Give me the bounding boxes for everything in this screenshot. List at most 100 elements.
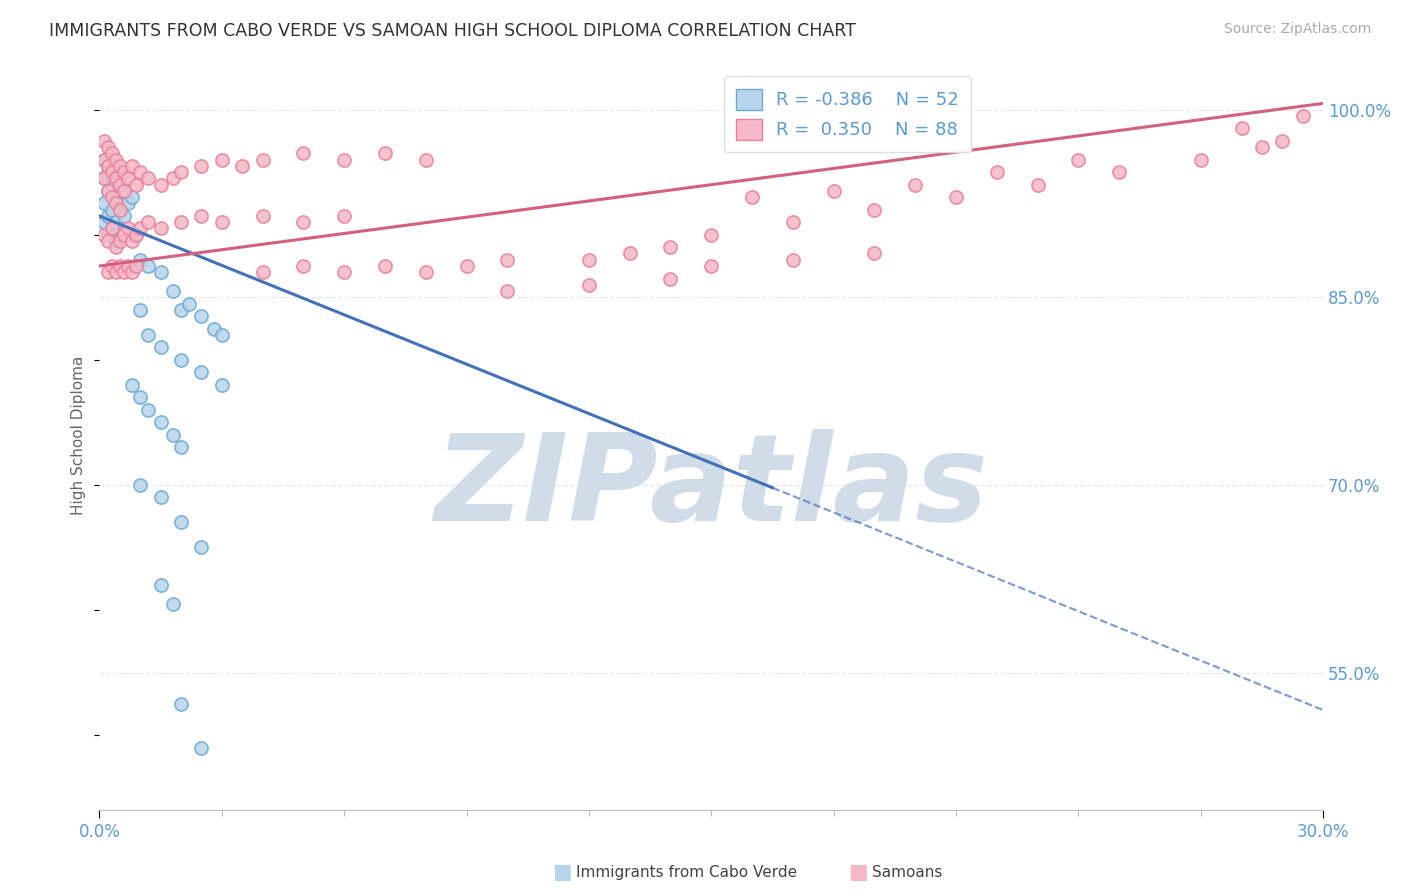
Point [104, 153, 127, 167]
Point [292, 259, 315, 273]
Point [104, 171, 127, 186]
Point [162, 171, 184, 186]
Point [496, 252, 519, 267]
Text: ■: ■ [848, 863, 868, 882]
Point [125, 259, 148, 273]
Point [211, 377, 233, 392]
Point [741, 190, 763, 204]
Point [211, 215, 233, 229]
Text: IMMIGRANTS FROM CABO VERDE VS SAMOAN HIGH SCHOOL DIPLOMA CORRELATION CHART: IMMIGRANTS FROM CABO VERDE VS SAMOAN HIG… [49, 22, 856, 40]
Point [97, 265, 120, 279]
Point [986, 165, 1008, 179]
Y-axis label: High School Diploma: High School Diploma [72, 355, 86, 515]
Point [97, 184, 120, 198]
Point [149, 340, 172, 354]
Point [129, 221, 152, 235]
Point [100, 259, 122, 273]
Point [333, 209, 356, 223]
Point [117, 171, 139, 186]
Point [190, 541, 212, 555]
Point [138, 215, 160, 229]
Point [138, 259, 160, 273]
Point [112, 227, 135, 242]
Point [112, 184, 135, 198]
Point [179, 296, 201, 310]
Point [93, 153, 115, 167]
Point [104, 171, 127, 186]
Point [782, 252, 804, 267]
Point [700, 259, 723, 273]
Point [170, 516, 193, 530]
Point [93, 171, 115, 186]
Point [863, 246, 886, 260]
Point [190, 159, 212, 173]
Text: ZIPatlas: ZIPatlas [434, 429, 988, 546]
Point [138, 402, 160, 417]
Point [108, 178, 131, 192]
Text: ■: ■ [553, 863, 572, 882]
Point [121, 265, 143, 279]
Point [93, 215, 115, 229]
Point [374, 146, 396, 161]
Point [97, 159, 120, 173]
Point [125, 178, 148, 192]
Point [149, 415, 172, 429]
Point [121, 234, 143, 248]
Point [904, 178, 927, 192]
Point [170, 352, 193, 367]
Point [138, 327, 160, 342]
Point [93, 171, 115, 186]
Text: Source: ZipAtlas.com: Source: ZipAtlas.com [1223, 22, 1371, 37]
Point [149, 178, 172, 192]
Point [149, 221, 172, 235]
Point [333, 153, 356, 167]
Point [823, 184, 845, 198]
Point [700, 227, 723, 242]
Point [190, 740, 212, 755]
Point [578, 277, 600, 292]
Point [97, 227, 120, 242]
Point [1271, 134, 1294, 148]
Point [292, 215, 315, 229]
Point [456, 259, 478, 273]
Point [125, 227, 148, 242]
Point [104, 196, 127, 211]
Point [945, 190, 967, 204]
Point [112, 165, 135, 179]
Point [97, 165, 120, 179]
Point [149, 578, 172, 592]
Point [1067, 153, 1090, 167]
Point [104, 190, 127, 204]
Point [211, 327, 233, 342]
Point [170, 441, 193, 455]
Point [104, 215, 127, 229]
Point [121, 377, 143, 392]
Point [117, 196, 139, 211]
Point [138, 171, 160, 186]
Point [100, 221, 122, 235]
Point [129, 478, 152, 492]
Legend: R = -0.386    N = 52, R =  0.350    N = 88: R = -0.386 N = 52, R = 0.350 N = 88 [724, 76, 972, 153]
Point [100, 165, 122, 179]
Point [97, 209, 120, 223]
Point [211, 153, 233, 167]
Point [149, 491, 172, 505]
Point [100, 190, 122, 204]
Point [121, 190, 143, 204]
Point [108, 159, 131, 173]
Point [129, 165, 152, 179]
Point [93, 153, 115, 167]
Point [190, 309, 212, 323]
Point [252, 209, 274, 223]
Point [1026, 178, 1049, 192]
Point [782, 215, 804, 229]
Point [231, 159, 253, 173]
Point [202, 321, 225, 335]
Point [108, 202, 131, 217]
Point [125, 227, 148, 242]
Point [100, 221, 122, 235]
Point [112, 209, 135, 223]
Point [104, 265, 127, 279]
Point [162, 597, 184, 611]
Point [108, 202, 131, 217]
